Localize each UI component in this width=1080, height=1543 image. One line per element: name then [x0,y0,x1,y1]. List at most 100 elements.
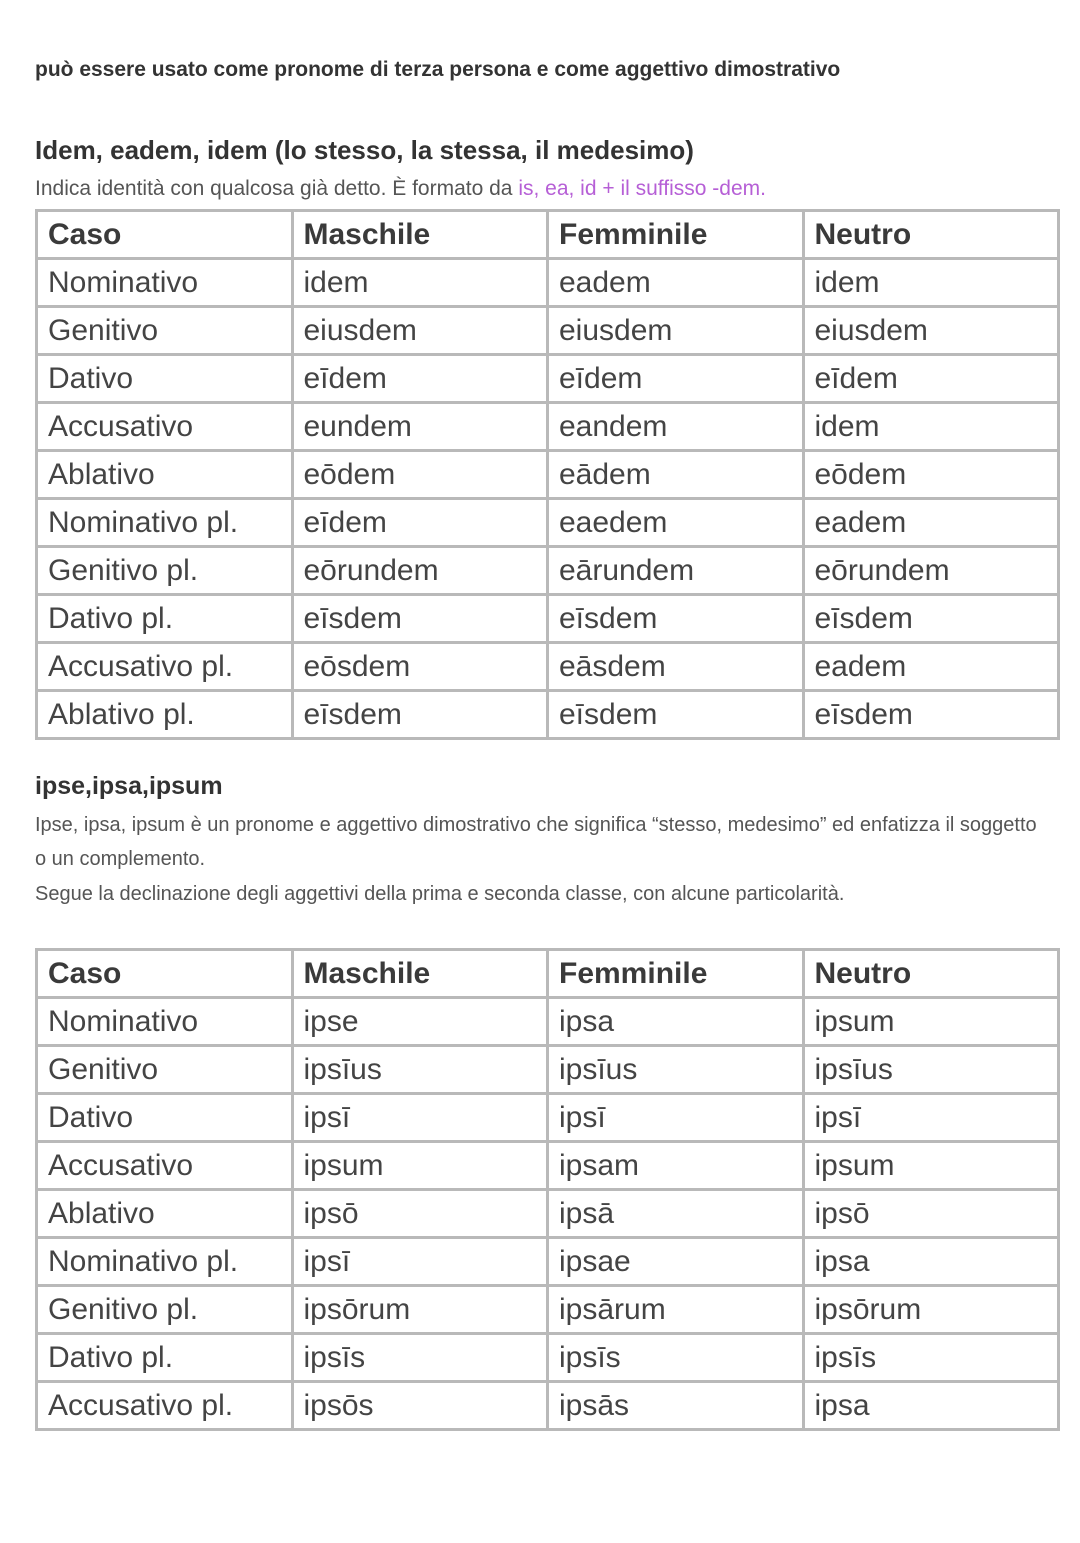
table-header-row: Caso Maschile Femminile Neutro [35,948,1060,999]
case-cell: Accusativo [35,1140,294,1191]
form-cell: eōdem [290,449,549,500]
form-cell: eārundem [546,545,805,596]
table-row: Ablativo pl. eīsdem eīsdem eīsdem [35,689,1060,740]
form-cell: ipsōrum [801,1284,1060,1335]
case-cell: Accusativo pl. [35,1380,294,1431]
form-cell: ipsa [801,1236,1060,1287]
case-cell: Dativo pl. [35,593,294,644]
form-cell: eīsdem [801,593,1060,644]
table-row: Genitivo pl. eōrundem eārundem eōrundem [35,545,1060,596]
table-row: Nominativo pl. eīdem eaedem eadem [35,497,1060,548]
case-cell: Accusativo [35,401,294,452]
column-header: Neutro [801,948,1060,999]
form-cell: eādem [546,449,805,500]
form-cell: ipsīus [801,1044,1060,1095]
table-header-row: Caso Maschile Femminile Neutro [35,209,1060,260]
form-cell: ipsum [801,996,1060,1047]
form-cell: eīsdem [290,593,549,644]
form-cell: eadem [801,497,1060,548]
form-cell: eiusdem [290,305,549,356]
form-cell: eundem [290,401,549,452]
form-cell: eīsdem [546,689,805,740]
case-cell: Nominativo [35,257,294,308]
case-cell: Dativo pl. [35,1332,294,1383]
table-row: Ablativo ipsō ipsā ipsō [35,1188,1060,1239]
column-header: Femminile [546,209,805,260]
form-cell: ipsum [290,1140,549,1191]
form-cell: eīsdem [290,689,549,740]
table-row: Nominativo idem eadem idem [35,257,1060,308]
table-row: Dativo pl. eīsdem eīsdem eīsdem [35,593,1060,644]
case-cell: Ablativo [35,1188,294,1239]
description-text: Indica identità con qualcosa già detto. … [35,177,519,200]
case-cell: Nominativo pl. [35,1236,294,1287]
case-cell: Genitivo pl. [35,1284,294,1335]
form-cell: eōrundem [801,545,1060,596]
form-cell: eōsdem [290,641,549,692]
form-cell: ipsae [546,1236,805,1287]
form-cell: eāsdem [546,641,805,692]
table-row: Nominativo pl. ipsī ipsae ipsa [35,1236,1060,1287]
form-cell: idem [801,257,1060,308]
form-cell: idem [801,401,1060,452]
table-row: Accusativo pl. eōsdem eāsdem eadem [35,641,1060,692]
table-row: Ablativo eōdem eādem eōdem [35,449,1060,500]
section-description-ipse: Ipse, ipsa, ipsum è un pronome e aggetti… [35,814,1037,870]
case-cell: Nominativo [35,996,294,1047]
table-row: Accusativo pl. ipsōs ipsās ipsa [35,1380,1060,1431]
case-cell: Genitivo [35,305,294,356]
form-cell: eiusdem [546,305,805,356]
section-note-ipse: Segue la declinazione degli aggettivi de… [35,883,845,905]
column-header: Caso [35,209,294,260]
column-header: Maschile [290,209,549,260]
form-cell: eiusdem [801,305,1060,356]
column-header: Femminile [546,948,805,999]
form-cell: ipsō [801,1188,1060,1239]
section-title-idem: Idem, eadem, idem (lo stesso, la stessa,… [35,135,694,165]
form-cell: eīdem [290,497,549,548]
form-cell: ipsīs [546,1332,805,1383]
form-cell: ipsum [801,1140,1060,1191]
description-highlight: is, ea, id + il suffisso -dem. [518,177,766,200]
section-title-ipse: ipse,ipsa,ipsum [35,772,223,800]
table-row: Accusativo eundem eandem idem [35,401,1060,452]
form-cell: ipsīus [546,1044,805,1095]
form-cell: ipsōrum [290,1284,549,1335]
form-cell: eīsdem [801,689,1060,740]
case-cell: Genitivo [35,1044,294,1095]
table-row: Dativo ipsī ipsī ipsī [35,1092,1060,1143]
case-cell: Ablativo pl. [35,689,294,740]
form-cell: eadem [546,257,805,308]
case-cell: Accusativo pl. [35,641,294,692]
form-cell: eandem [546,401,805,452]
table-row: Genitivo eiusdem eiusdem eiusdem [35,305,1060,356]
form-cell: eīdem [546,353,805,404]
form-cell: ipsī [801,1092,1060,1143]
case-cell: Dativo [35,353,294,404]
case-cell: Ablativo [35,449,294,500]
form-cell: ipse [290,996,549,1047]
case-cell: Genitivo pl. [35,545,294,596]
column-header: Neutro [801,209,1060,260]
table-row: Accusativo ipsum ipsam ipsum [35,1140,1060,1191]
case-cell: Dativo [35,1092,294,1143]
form-cell: ipsī [546,1092,805,1143]
form-cell: ipsīus [290,1044,549,1095]
section-description-idem: Indica identità con qualcosa già detto. … [35,177,766,201]
form-cell: ipsīs [801,1332,1060,1383]
declension-table-ipse: Caso Maschile Femminile Neutro Nominativo ips… [35,948,1060,1431]
form-cell: ipsō [290,1188,549,1239]
table-row: Nominativo ipse ipsa ipsum [35,996,1060,1047]
form-cell: eīdem [801,353,1060,404]
form-cell: ipsārum [546,1284,805,1335]
form-cell: ipsī [290,1236,549,1287]
column-header: Caso [35,948,294,999]
form-cell: ipsī [290,1092,549,1143]
case-cell: Nominativo pl. [35,497,294,548]
form-cell: ipsīs [290,1332,549,1383]
table-row: Genitivo ipsīus ipsīus ipsīus [35,1044,1060,1095]
form-cell: ipsam [546,1140,805,1191]
form-cell: eōrundem [290,545,549,596]
column-header: Maschile [290,948,549,999]
table-row: Genitivo pl. ipsōrum ipsārum ipsōrum [35,1284,1060,1335]
